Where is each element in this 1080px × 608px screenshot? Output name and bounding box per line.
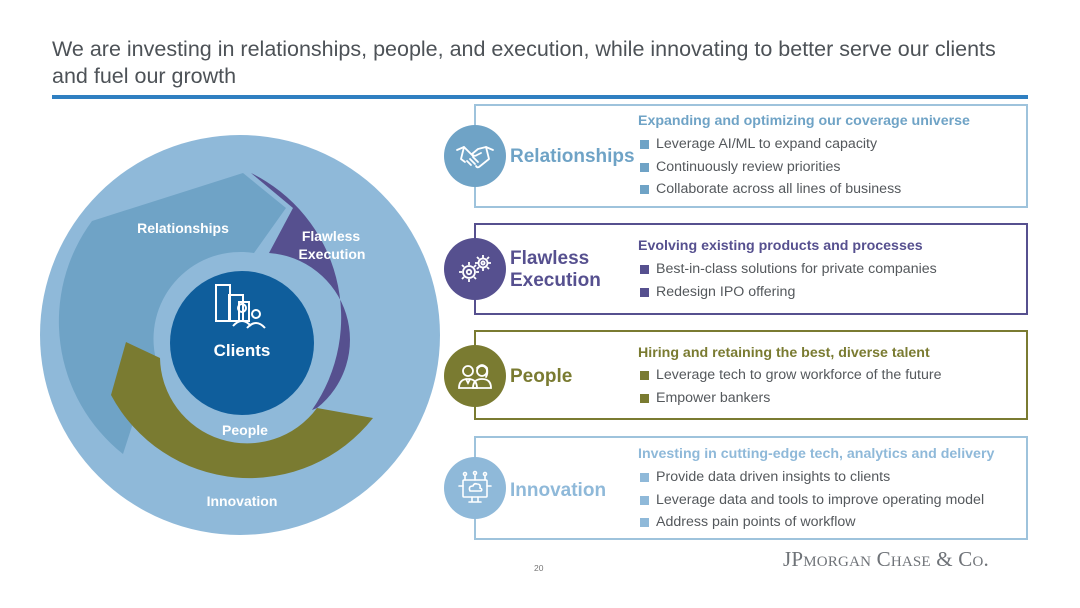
segment-label-execution-1: Flawless <box>302 228 361 244</box>
relationships-panel <box>474 104 1028 208</box>
list-item: Best-in-class solutions for private comp… <box>640 258 937 281</box>
page-title: We are investing in relationships, peopl… <box>52 37 996 88</box>
segment-label-execution-2: Execution <box>299 246 366 262</box>
bullet-square-icon <box>640 393 649 403</box>
execution-label-line2: Execution <box>510 270 601 291</box>
innovation-heading: Investing in cutting-edge tech, analytic… <box>638 446 995 462</box>
bullet-square-icon <box>640 495 649 505</box>
relationships-label: Relationships <box>510 146 635 167</box>
bullet-square-icon <box>640 518 649 528</box>
bullet-square-icon <box>640 162 649 172</box>
bullet-square-icon <box>640 185 649 195</box>
growth-cycle-diagram: Clients Relationships Flawless Execution… <box>0 110 460 570</box>
innovation-icon-circle <box>444 457 506 519</box>
people-label: People <box>510 366 573 387</box>
bullet-square-icon <box>640 473 649 482</box>
gears-icon <box>459 255 491 282</box>
center-label: Clients <box>214 341 271 360</box>
list-item: Empower bankers <box>640 387 941 410</box>
people-icon-circle <box>444 345 506 407</box>
page-number: 20 <box>534 563 544 573</box>
company-logo: JPMORGAN CHASE & CO. <box>783 547 989 571</box>
segment-label-relationships: Relationships <box>137 220 229 236</box>
people-heading: Hiring and retaining the best, diverse t… <box>638 345 930 361</box>
segment-label-people: People <box>222 422 268 438</box>
clients-circle <box>170 271 314 415</box>
relationships-icon-circle <box>444 125 506 187</box>
title-divider <box>52 95 1028 99</box>
list-item: Leverage AI/ML to expand capacity <box>640 133 901 156</box>
list-item: Address pain points of workflow <box>640 511 984 534</box>
buildings-people-icon <box>215 284 266 329</box>
execution-panel <box>474 223 1028 315</box>
list-item: Collaborate across all lines of business <box>640 178 901 201</box>
list-item: Redesign IPO offering <box>640 281 937 304</box>
list-item: Continuously review priorities <box>640 156 901 179</box>
bullet-square-icon <box>640 140 649 149</box>
people-bullets: Leverage tech to grow workforce of the f… <box>640 364 941 409</box>
innovation-label: Innovation <box>510 480 607 501</box>
innovation-bullets: Provide data driven insights to clients … <box>640 466 984 534</box>
monitor-network-icon <box>458 470 492 503</box>
list-item: Provide data driven insights to clients <box>640 466 984 489</box>
relationships-heading: Expanding and optimizing our coverage un… <box>638 113 970 129</box>
execution-label-line1: Flawless <box>510 248 590 269</box>
people-icon <box>458 364 492 389</box>
execution-bullets: Best-in-class solutions for private comp… <box>640 258 937 303</box>
outer-label-innovation: Innovation <box>207 493 278 509</box>
bullet-square-icon <box>640 287 649 297</box>
execution-heading: Evolving existing products and processes <box>638 238 923 254</box>
list-item: Leverage tech to grow workforce of the f… <box>640 364 941 387</box>
execution-icon-circle <box>444 238 506 300</box>
relationships-bullets: Leverage AI/ML to expand capacity Contin… <box>640 133 901 201</box>
people-panel <box>474 330 1028 420</box>
handshake-icon <box>456 146 494 169</box>
bullet-square-icon <box>640 265 649 274</box>
innovation-panel <box>474 436 1028 540</box>
list-item: Leverage data and tools to improve opera… <box>640 489 984 512</box>
people-segment <box>111 342 373 479</box>
bullet-square-icon <box>640 371 649 380</box>
execution-segment <box>251 173 350 410</box>
